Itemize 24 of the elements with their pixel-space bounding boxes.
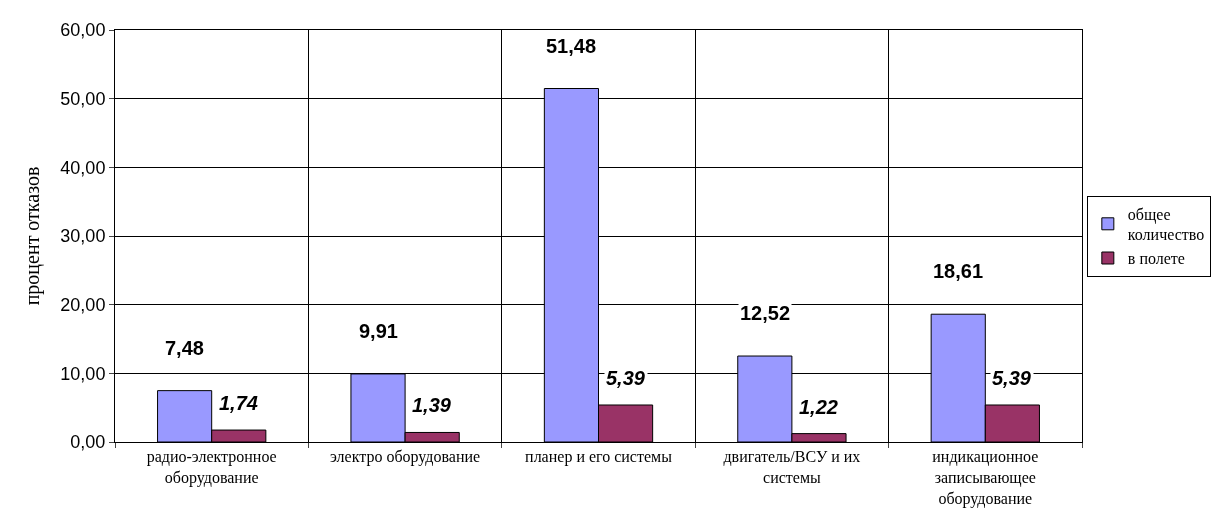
data-label: 9,91 [359,320,398,342]
y-tick-label: 50,00 [60,88,106,109]
data-label: 5,39 [606,367,646,389]
x-tick-label: электро оборудование [330,448,481,467]
y-tick-label: 0,00 [70,432,106,453]
x-tick-label: радио-электронное оборудование [146,448,277,487]
data-label: 12,52 [740,302,791,324]
y-tick-label: 20,00 [60,294,106,315]
y-tick-label: 40,00 [60,157,106,178]
y-tick-label: 30,00 [60,226,106,247]
data-label: 7,48 [165,337,204,359]
y-tick-label: 60,00 [60,20,106,41]
y-axis-title: процент отказов [20,166,44,306]
data-label: 51,48 [546,35,597,57]
data-label: 5,39 [992,367,1032,389]
x-tick-label: двигатель/ВСУ и их системы [723,448,861,486]
data-label: 1,39 [412,394,452,416]
data-label: 18,61 [933,260,984,282]
legend-label: в полете [1127,250,1185,268]
data-label: 1,22 [799,396,838,418]
y-tick-label: 10,00 [60,363,106,384]
x-tick-label: планер и его системы [525,448,673,467]
x-tick-label: индикационное записывающее оборудование [932,448,1039,508]
data-label: 1,74 [219,392,258,414]
